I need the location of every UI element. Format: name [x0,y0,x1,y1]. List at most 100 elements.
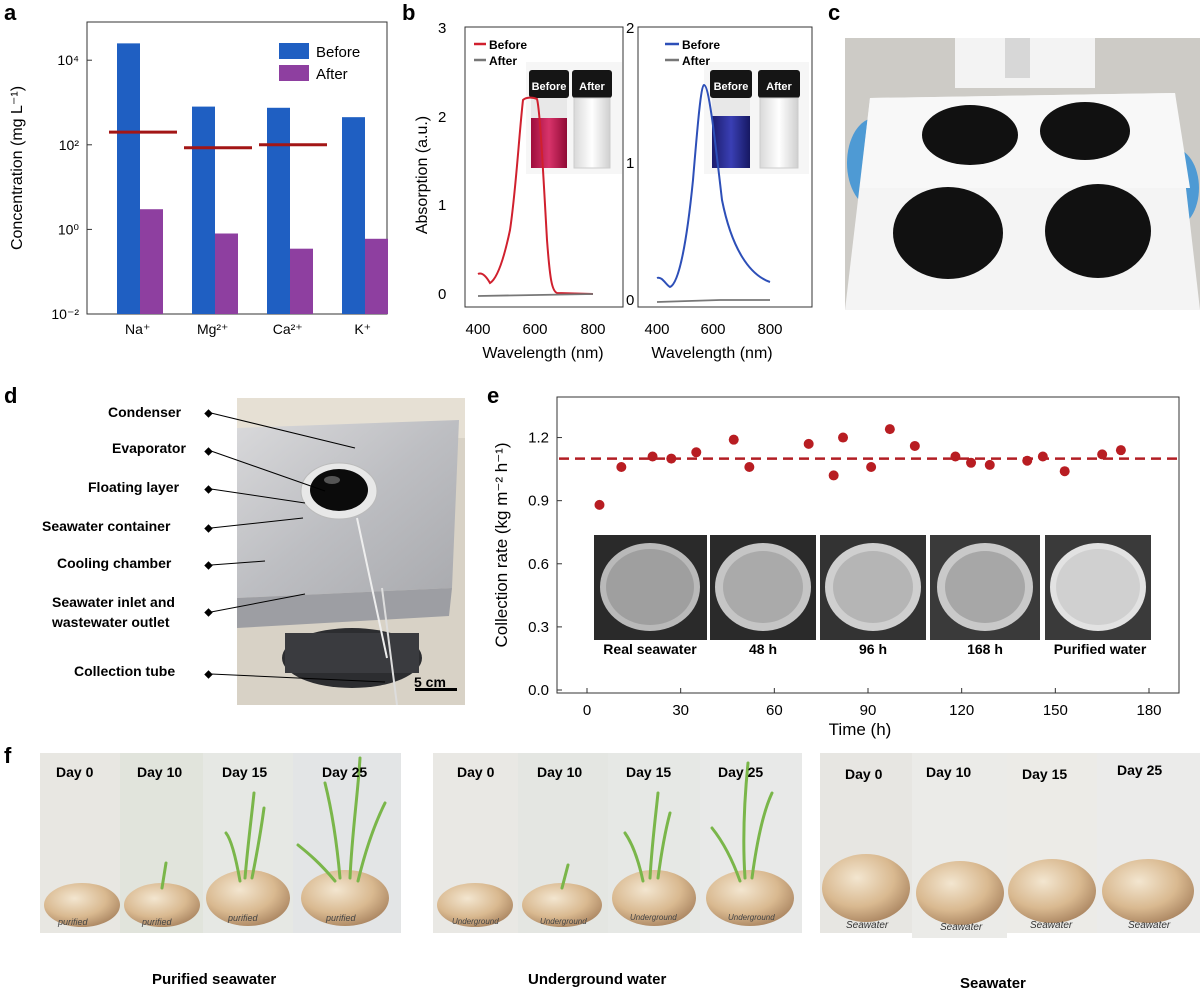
legend-after-label: After [316,66,348,83]
b1-vial-inset: Before After [526,62,622,174]
inset-label-168h: 168 h [967,641,1003,657]
chart-b2-frame [637,26,813,308]
e-data-point [984,459,995,470]
f-g2-tag-3: Underground [728,913,775,922]
a-bar-before [117,43,140,314]
f-g2-day10: Day 10 [537,764,583,780]
label-cooling-chamber: Cooling chamber [57,555,172,571]
e-data-point [691,447,702,458]
b1-xtick-600: 600 [522,321,547,338]
e-data-point [838,432,849,443]
a-bar-after [290,248,313,314]
b2-xtick-800: 800 [757,321,782,338]
e-data-point [1097,449,1108,460]
e-data-point [866,462,877,473]
e-data-point [728,434,739,445]
e-data-point [594,499,605,510]
a-xtick-label: K⁺ [354,321,371,337]
chart-a-ylabel: Concentration (mg L⁻¹) [9,86,26,250]
b1-legend-after: After [489,54,517,68]
f-g3-day25: Day 25 [1117,762,1163,778]
e-data-point [884,424,895,435]
b1-ytick-0: 0 [438,286,446,303]
photo-f-garlic-growth [40,753,1200,938]
f-g3-day0: Day 0 [845,766,883,782]
f-g1-day25: Day 25 [322,764,368,780]
a-bar-after [215,233,238,314]
label-condenser: Condenser [108,404,182,420]
a-xtick-label: Mg²⁺ [197,321,229,337]
e-data-point [1059,466,1070,477]
b2-ytick-1: 1 [626,155,634,172]
f-g2-day15: Day 15 [626,764,672,780]
f-g1-day10: Day 10 [137,764,183,780]
e-ytick-label: 0.3 [528,619,549,636]
e-xtick-label: 120 [949,702,974,719]
chart-b1-frame [464,26,624,308]
e-xtick-label: 30 [672,702,689,719]
f-g3-day15: Day 15 [1022,766,1068,782]
panel-letter-a: a [4,0,17,25]
a-bar-before [267,107,290,315]
a-ytick-label: 10⁻² [51,306,79,322]
e-data-point [966,457,977,468]
panel-letter-f: f [4,743,12,768]
b1-ytick-3: 3 [438,20,446,37]
a-bar-before [342,117,365,314]
e-data-point [909,440,920,451]
b2-vial-after: After [766,81,792,93]
e-xtick-label: 60 [766,702,783,719]
b1-vial-before: Before [532,81,567,93]
label-collection-tube: Collection tube [74,663,176,679]
e-data-point [950,451,961,462]
photo-c-evaporator-board [845,38,1200,310]
b2-curve-before [656,83,771,289]
label-seawater-container: Seawater container [42,518,171,534]
label-wastewater-outlet: wastewater outlet [52,614,170,630]
label-evaporator: Evaporator [112,440,186,456]
b2-xtick-600: 600 [700,321,725,338]
b1-xtick-800: 800 [580,321,605,338]
chart-e: 0.0 0.3 0.6 0.9 1.2 0 30 60 90 120 150 180 Collecti… [492,396,1180,739]
e-data-point [1037,451,1048,462]
a-xtick-label: Na⁺ [125,321,150,337]
e-ytick-label: 0.0 [528,682,549,699]
f-caption-seawater: Seawater [960,975,1026,992]
f-g3-tag-0: Seawater [846,920,889,931]
f-g2-tag-2: Underground [630,913,677,922]
e-ytick-label: 0.9 [528,493,549,510]
a-bar-before [192,106,215,314]
b2-legend-after: After [682,54,710,68]
f-g1-tag-2: purified [228,913,258,923]
f-g1-tag-0: purified [58,917,88,927]
photo-d-device [237,398,465,705]
e-data-point [666,453,677,464]
f-g2-tag-1: Underground [540,917,587,926]
legend-before-swatch [279,43,309,59]
b1-xlabel: Wavelength (nm) [482,345,603,362]
e-xtick-label: 90 [860,702,877,719]
panel-d-leader-lines [204,409,386,683]
b2-curve-after [656,299,770,303]
e-xtick-label: 180 [1136,702,1161,719]
e-ytick-label: 0.6 [528,556,549,573]
e-data-point [744,462,755,473]
label-seawater-inlet: Seawater inlet and [52,594,175,610]
f-g1-day0: Day 0 [56,764,94,780]
legend-after-swatch [279,65,309,81]
f-g3-day10: Day 10 [926,764,972,780]
f-g3-tag-3: Seawater [1128,920,1171,931]
chart-e-ylabel: Collection rate (kg m⁻² h⁻¹) [492,443,511,648]
b1-ytick-2: 2 [438,109,446,126]
f-caption-underground: Underground water [528,971,667,988]
a-ytick-label: 10² [59,137,80,153]
e-data-point [803,438,814,449]
inset-label-48h: 48 h [749,641,777,657]
f-g3-tag-1: Seawater [940,922,983,933]
panel-letter-c: c [828,0,841,25]
b2-ytick-2: 2 [626,20,634,37]
f-g1-tag-3: purified [326,913,356,923]
f-g2-tag-0: Underground [452,917,499,926]
legend-before-label: Before [316,44,360,61]
b1-curve-after [477,293,594,297]
